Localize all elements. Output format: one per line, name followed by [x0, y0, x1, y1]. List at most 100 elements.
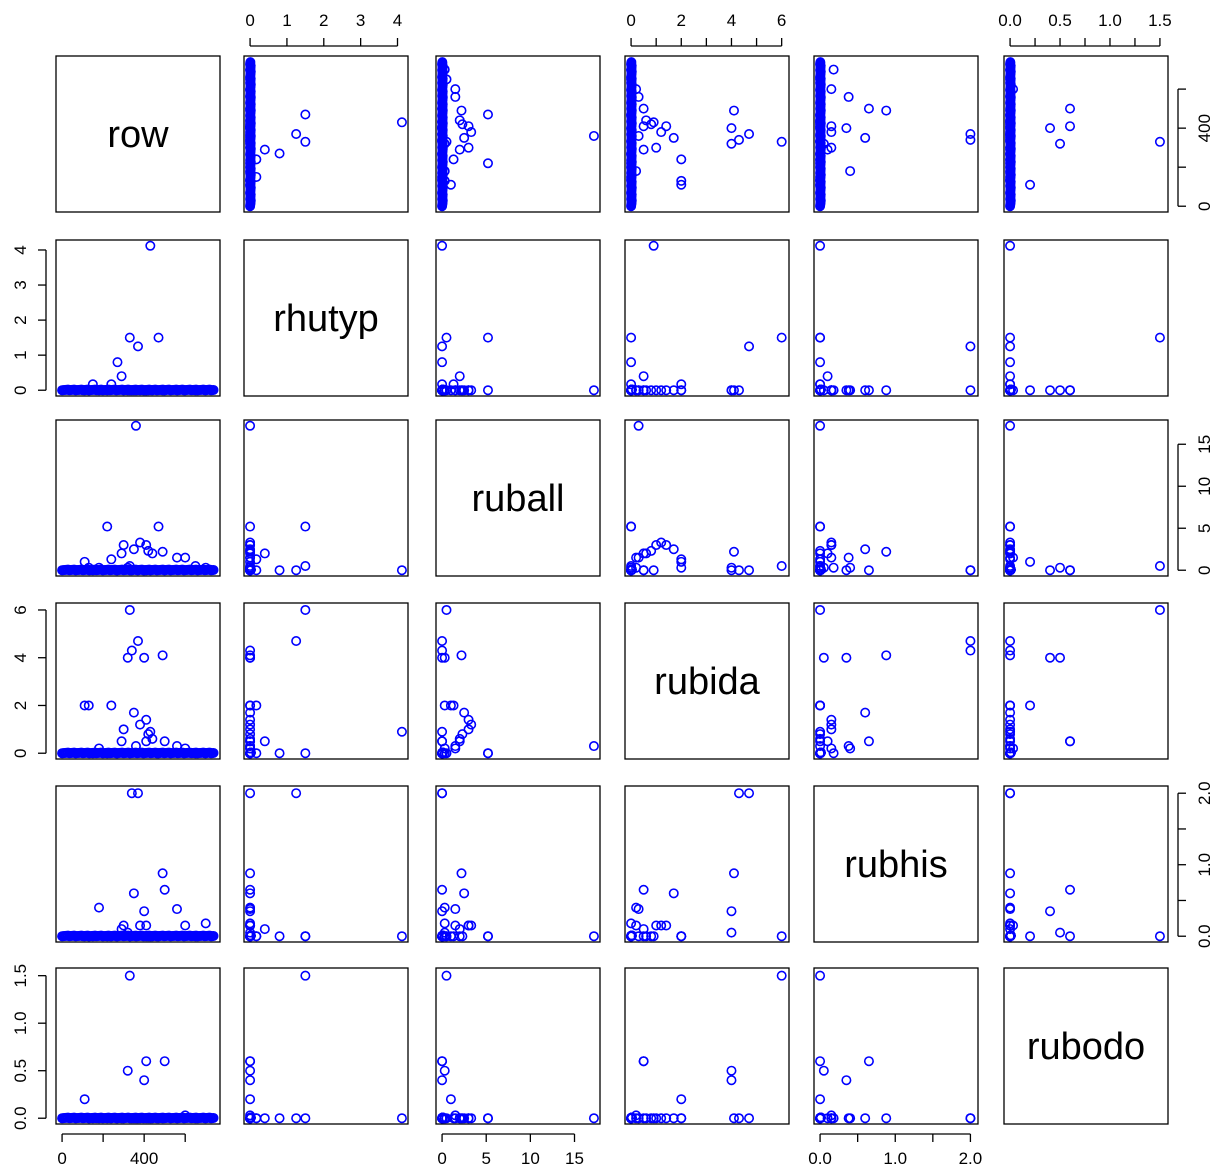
data-point: [259, 548, 270, 559]
data-point: [245, 700, 256, 711]
data-point: [965, 645, 976, 656]
data-point: [965, 341, 976, 352]
tick-label: 1.5: [1148, 11, 1172, 30]
data-point: [439, 918, 450, 929]
data-point: [744, 788, 755, 799]
data-point: [112, 931, 123, 942]
data-point: [676, 379, 687, 390]
data-point: [881, 650, 892, 661]
data-point: [245, 918, 256, 929]
panel-ruball-vs-ruball: ruball: [435, 419, 601, 577]
tick-label: 4: [727, 11, 736, 30]
data-point: [437, 636, 448, 647]
data-point: [245, 788, 256, 799]
data-point: [815, 565, 826, 576]
data-point: [734, 565, 745, 576]
data-point: [180, 1110, 191, 1121]
bottom-axis-rubhis: 0.0 1.0 2.0: [808, 1133, 982, 1168]
data-point: [128, 707, 139, 718]
data-point: [128, 1113, 139, 1124]
data-point: [439, 743, 450, 754]
data-point: [437, 171, 448, 182]
data-point: [1005, 132, 1016, 143]
data-point: [1055, 138, 1066, 149]
data-point: [633, 130, 644, 141]
data-point: [118, 724, 129, 735]
tick-label: 0.0: [11, 1106, 30, 1130]
data-point: [439, 700, 450, 711]
data-point: [815, 733, 826, 744]
data-point: [457, 729, 468, 740]
panel-rubhis-vs-row: [55, 785, 221, 943]
panel-frame: [243, 55, 409, 213]
data-point: [450, 743, 461, 754]
panel-rhutyp-vs-row: [55, 239, 221, 397]
data-point: [157, 546, 168, 557]
data-point: [1005, 371, 1016, 382]
data-point: [881, 105, 892, 116]
data-point: [437, 884, 448, 895]
data-point: [1005, 714, 1016, 725]
data-point: [190, 385, 201, 396]
data-point: [245, 733, 256, 744]
tick-label: 0: [1195, 201, 1214, 210]
data-point: [815, 115, 826, 126]
data-point: [648, 240, 659, 251]
data-point: [122, 1065, 133, 1076]
panel-row-vs-rubida: [624, 55, 790, 213]
data-point: [815, 130, 826, 141]
data-point: [135, 537, 146, 548]
panel-frame: [243, 967, 409, 1125]
data-point: [860, 544, 871, 555]
data-point: [1005, 700, 1016, 711]
data-point: [860, 385, 871, 396]
panel-rubodo-vs-row: [55, 967, 221, 1125]
data-point: [661, 540, 672, 551]
data-point: [482, 158, 493, 169]
panel-rubida-vs-rubhis: [813, 602, 979, 760]
data-point: [291, 129, 302, 140]
data-point: [815, 548, 826, 559]
panel-row-vs-row: row: [55, 55, 221, 213]
data-point: [126, 565, 137, 576]
data-point: [676, 556, 687, 567]
data-point: [638, 144, 649, 155]
tick-label: 2: [677, 11, 686, 30]
data-point: [456, 650, 467, 661]
data-point: [259, 144, 270, 155]
data-point: [437, 652, 448, 663]
data-point: [676, 175, 687, 186]
data-point: [1065, 385, 1076, 396]
data-point: [1005, 119, 1016, 130]
tick-label: 1.0: [1098, 11, 1122, 30]
data-point: [437, 117, 448, 128]
data-point: [843, 385, 854, 396]
data-point: [300, 561, 311, 572]
data-point: [881, 546, 892, 557]
data-point: [726, 906, 737, 917]
data-point: [626, 931, 637, 942]
data-point: [1008, 385, 1019, 396]
data-point: [656, 920, 667, 931]
data-point: [965, 129, 976, 140]
data-point: [441, 931, 452, 942]
panel-frame: [813, 239, 979, 397]
data-point: [638, 103, 649, 114]
data-point: [1005, 521, 1016, 532]
data-point: [881, 385, 892, 396]
data-point: [815, 332, 826, 343]
data-point: [445, 1094, 456, 1105]
data-point: [1005, 379, 1016, 390]
panel-rhutyp-vs-rubhis: [813, 239, 979, 397]
data-point: [87, 748, 98, 759]
panel-rhutyp-vs-ruball: [435, 239, 601, 397]
data-point: [130, 420, 141, 431]
data-point: [245, 743, 256, 754]
data-point: [656, 385, 667, 396]
data-point: [445, 179, 456, 190]
data-point: [826, 127, 837, 138]
data-point: [815, 175, 826, 186]
data-point: [726, 927, 737, 938]
data-point: [1055, 927, 1066, 938]
data-point: [1008, 84, 1019, 95]
